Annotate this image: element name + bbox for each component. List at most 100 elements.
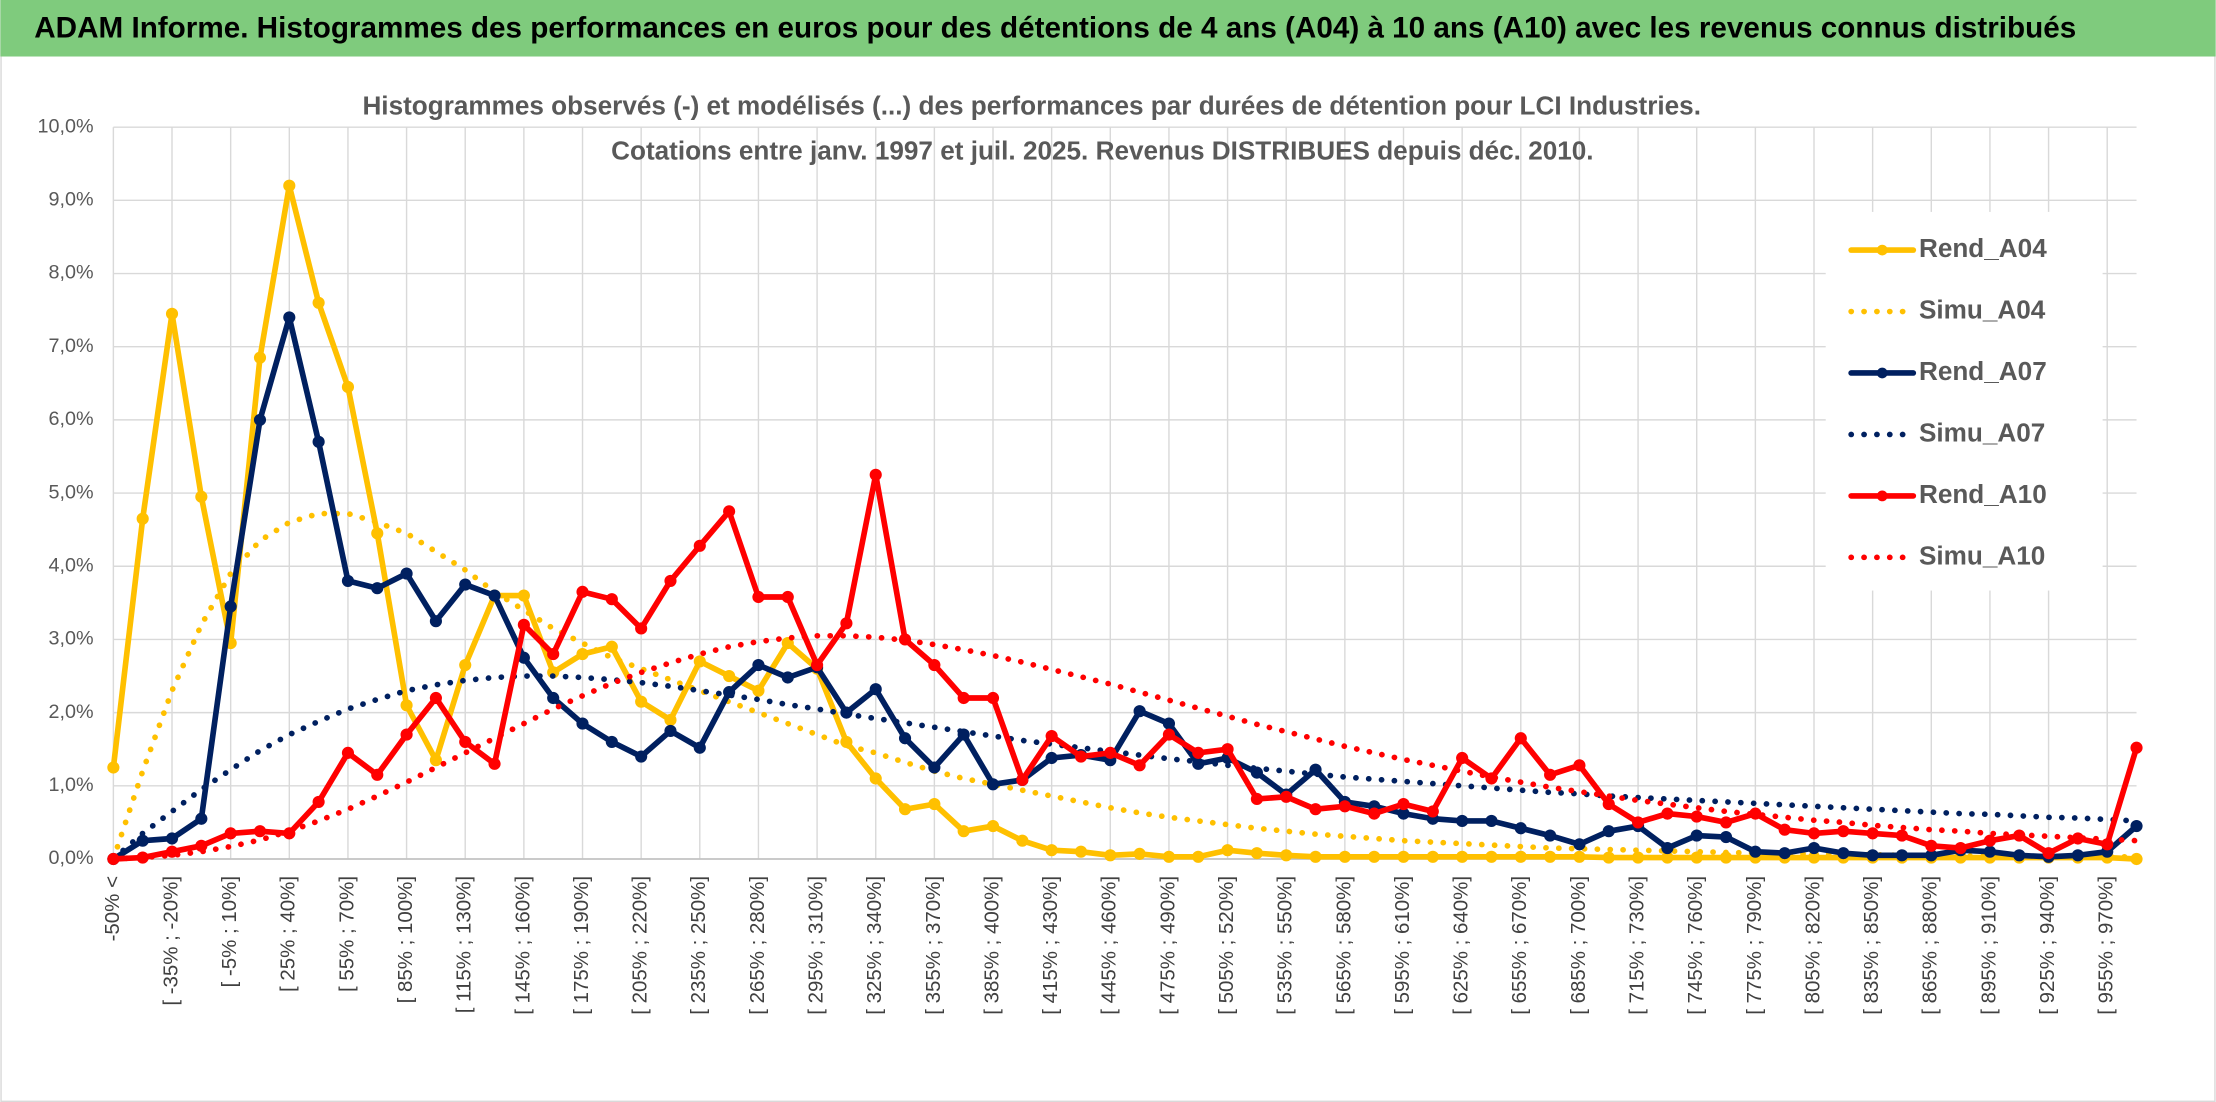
x-tick-label: [ 55% ; 70%] [335, 876, 358, 992]
y-tick-label: 7,0% [49, 335, 94, 357]
data-point [1631, 851, 1645, 864]
data-point [195, 490, 208, 503]
y-tick-label: 0,0% [49, 847, 94, 869]
data-point [2071, 849, 2084, 862]
x-tick-label: [ 895% ; 910%] [1977, 876, 2000, 1015]
data-point [371, 768, 384, 781]
data-point [1250, 847, 1263, 860]
data-point [986, 778, 1000, 791]
data-point [2013, 849, 2026, 862]
data-point [840, 617, 853, 630]
data-point [2042, 847, 2055, 860]
x-tick-label: [ 235% ; 250%] [687, 876, 710, 1015]
data-point [811, 658, 824, 672]
x-tick-label: [ 25% ; 40%] [277, 876, 300, 992]
data-point [2130, 852, 2143, 866]
data-point [224, 827, 237, 840]
data-point [2130, 819, 2143, 833]
x-tick-label: [ 865% ; 880%] [1919, 876, 1942, 1015]
data-point [1602, 798, 1615, 811]
data-point [1456, 850, 1469, 863]
series-line [110, 314, 2140, 862]
chart-subtitle: Cotations entre janv. 1997 et juil. 2025… [611, 135, 1593, 165]
x-tick-label: [ 355% ; 370%] [922, 876, 945, 1015]
data-point [869, 683, 882, 696]
x-tick-label: [ 595% ; 610%] [1391, 876, 1414, 1015]
data-point [986, 819, 1000, 833]
data-point [1954, 841, 1967, 855]
data-point [517, 589, 530, 602]
data-point [488, 757, 501, 770]
data-point [1514, 850, 1527, 863]
data-point [1778, 823, 1791, 836]
legend-label: Simu_A10 [1919, 540, 2045, 570]
x-tick-label: [ 955% ; 970%] [2095, 876, 2118, 1015]
data-point [459, 578, 472, 591]
x-tick-label: [ 265% ; 280%] [746, 876, 769, 1015]
data-point [1719, 816, 1733, 829]
data-point [1162, 728, 1176, 741]
data-point [1661, 807, 1674, 820]
data-point [1895, 829, 1909, 842]
data-point [781, 637, 794, 650]
series-line [110, 510, 2140, 862]
data-point [1837, 825, 1850, 838]
y-tick-label: 1,0% [49, 774, 94, 796]
data-point [1133, 705, 1146, 718]
data-point [898, 732, 912, 745]
data-point [1368, 850, 1381, 863]
data-point [1719, 830, 1733, 844]
data-point [664, 724, 677, 737]
data-point [1456, 814, 1469, 828]
data-point [312, 435, 325, 448]
data-point [1133, 847, 1146, 860]
data-point [986, 691, 1000, 705]
data-point [1338, 800, 1351, 813]
data-point [400, 699, 413, 712]
data-point [517, 618, 530, 631]
data-point [1192, 850, 1205, 863]
x-tick-label: [ 295% ; 310%] [804, 876, 827, 1015]
y-tick-label: 5,0% [49, 481, 94, 503]
data-point [1544, 768, 1557, 781]
data-point [1280, 849, 1293, 862]
data-point [341, 574, 355, 587]
data-point [1133, 759, 1146, 772]
data-point [1221, 844, 1234, 857]
data-point [488, 589, 501, 602]
y-tick-label: 4,0% [49, 554, 94, 576]
data-point [1074, 750, 1088, 763]
data-point [1309, 850, 1322, 863]
data-point [1925, 839, 1938, 852]
data-point [1807, 827, 1821, 840]
data-point [1016, 834, 1029, 847]
data-point [341, 380, 355, 394]
data-point [1749, 845, 1762, 858]
data-point [1573, 850, 1586, 863]
data-point [1368, 807, 1381, 820]
legend-label: Simu_A07 [1919, 417, 2045, 447]
y-tick-label: 3,0% [49, 628, 94, 650]
data-point [341, 746, 355, 759]
data-point [1221, 743, 1234, 756]
x-tick-label: [ 325% ; 340%] [863, 876, 886, 1015]
data-point [957, 691, 970, 705]
data-point [1983, 834, 1997, 847]
data-point [547, 691, 560, 705]
data-point [195, 812, 208, 825]
data-point [1045, 751, 1058, 765]
series-line [110, 182, 2140, 862]
data-point [1104, 849, 1117, 862]
data-point [253, 351, 267, 364]
data-point [136, 834, 149, 847]
data-point [2130, 741, 2143, 754]
data-point [723, 669, 736, 683]
data-point [605, 593, 618, 606]
data-point [605, 640, 618, 653]
x-tick-label: [ 805% ; 820%] [1801, 876, 1824, 1015]
data-point [957, 825, 970, 838]
x-tick-label: -50% < [101, 876, 124, 941]
data-point [1016, 773, 1029, 787]
data-point [1456, 751, 1469, 765]
